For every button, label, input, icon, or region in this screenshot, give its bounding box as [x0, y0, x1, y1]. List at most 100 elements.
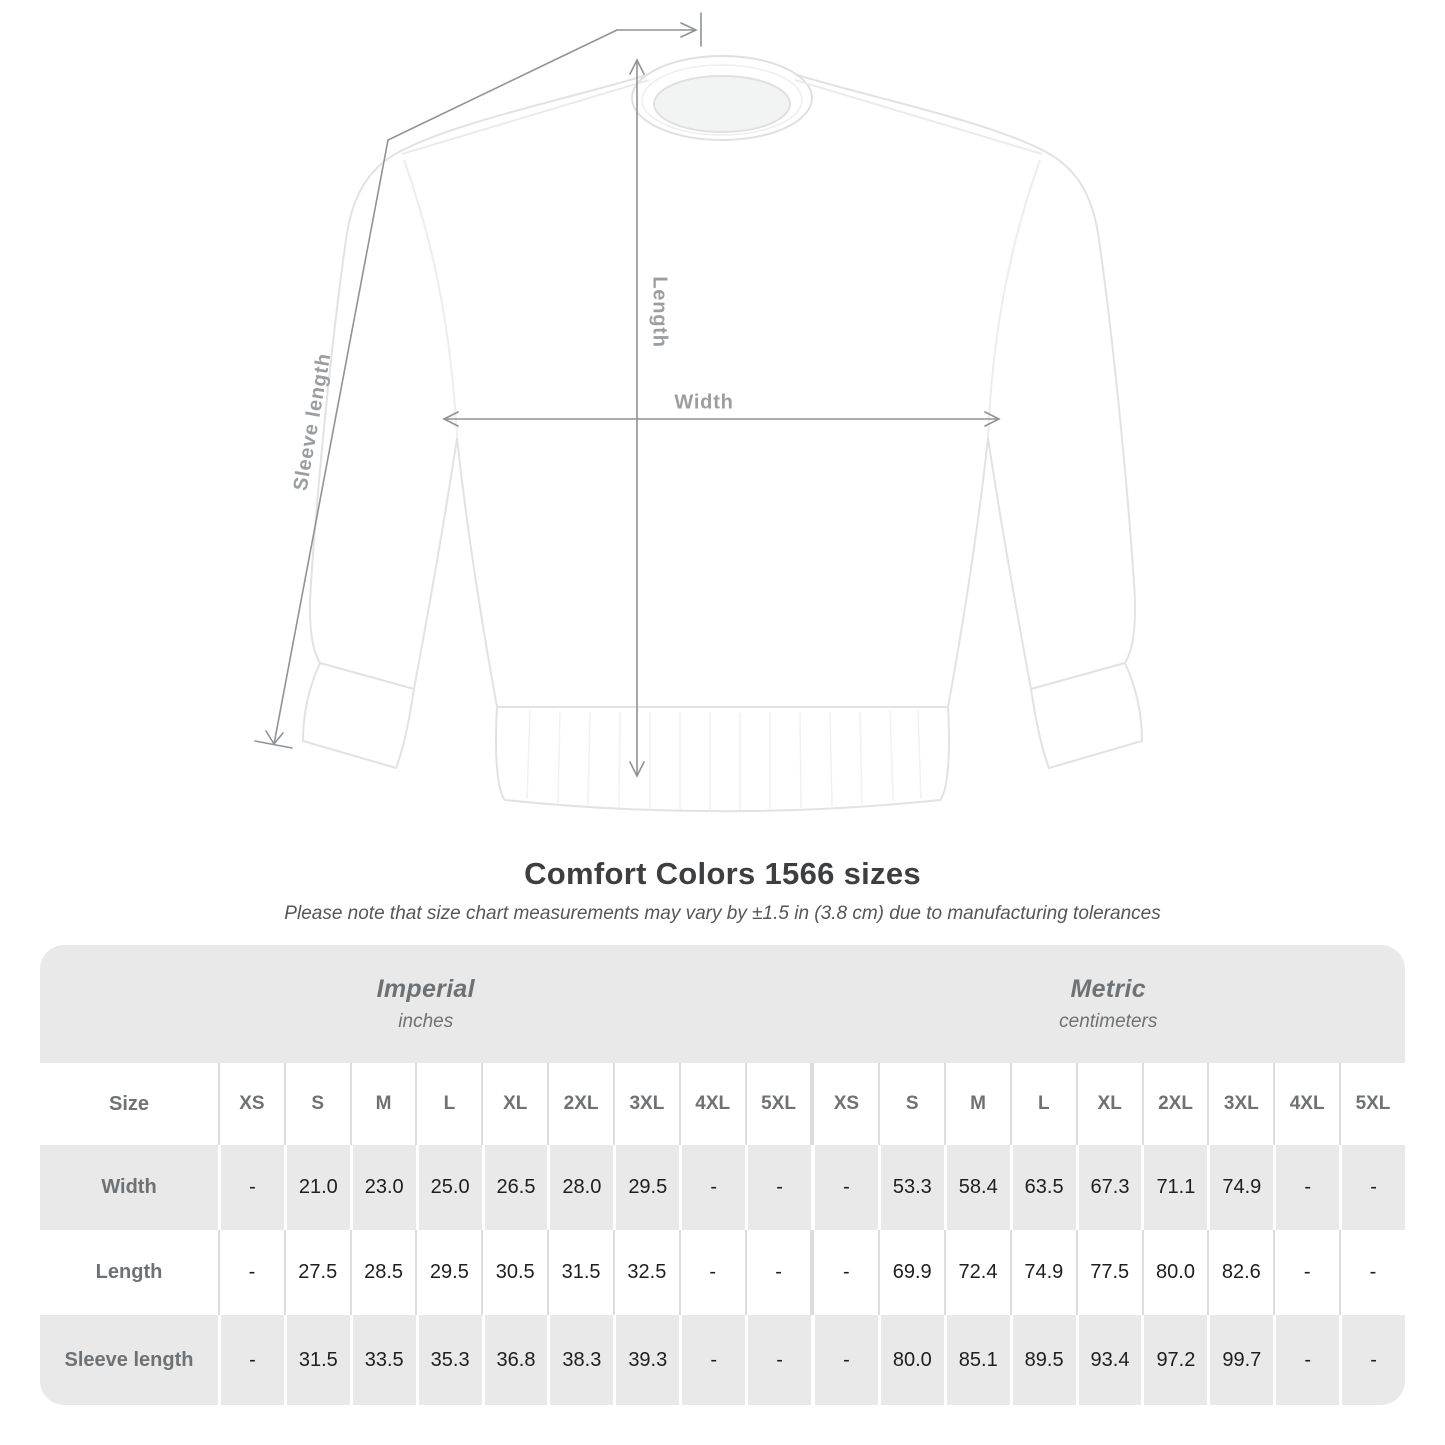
measurement-row-width: Width -21.0 23.0 25.0 26.5 28.0 29.5- - -53.3 58.…	[40, 1145, 1405, 1230]
metric-value: -	[1339, 1315, 1405, 1405]
imperial-value: -	[218, 1145, 284, 1230]
metric-value: 80.0	[877, 1315, 944, 1405]
metric-value: 53.3	[877, 1145, 944, 1230]
size-header-imperial-m: M	[349, 1063, 416, 1145]
tolerance-note: Please note that size chart measurements…	[284, 903, 1161, 924]
size-header-metric-2xl: 2XL	[1141, 1063, 1208, 1145]
metric-value: 69.9	[878, 1230, 944, 1315]
imperial-value: 28.5	[349, 1230, 416, 1315]
sweatshirt-illustration	[254, 12, 1144, 813]
imperial-value: -	[678, 1230, 745, 1315]
imperial-value: 21.0	[283, 1145, 350, 1230]
size-header-metric-5xl: 5XL	[1339, 1063, 1405, 1145]
size-header-metric-3xl: 3XL	[1207, 1063, 1273, 1145]
size-column-header: Size	[108, 1092, 150, 1115]
metric-value: -	[1339, 1145, 1405, 1230]
imperial-value: 38.3	[547, 1315, 613, 1405]
imperial-value: 33.5	[349, 1315, 416, 1405]
imperial-unit: inches	[398, 1011, 454, 1032]
imperial-value: 29.5	[613, 1145, 679, 1230]
imperial-value: -	[745, 1145, 811, 1230]
imperial-value: -	[679, 1315, 745, 1405]
size-header-imperial-xl: XL	[481, 1063, 547, 1145]
imperial-value: 27.5	[283, 1230, 350, 1315]
size-header-imperial-xs: XS	[218, 1063, 284, 1145]
metric-header: Metric centimeters	[812, 945, 1406, 1063]
metric-value: -	[1273, 1315, 1339, 1405]
imperial-value: 26.5	[481, 1145, 548, 1230]
size-header-metric-s: S	[878, 1063, 944, 1145]
imperial-value: 31.5	[547, 1230, 613, 1315]
width-label: Width	[674, 391, 734, 414]
metric-title: Metric	[1070, 975, 1146, 1003]
imperial-value: 30.5	[481, 1230, 547, 1315]
size-header-metric-xs: XS	[810, 1063, 878, 1145]
sweatshirt-diagram: Length Width Sleeve length	[254, 12, 1144, 813]
metric-value: -	[810, 1230, 878, 1315]
imperial-value: 31.5	[283, 1315, 350, 1405]
size-table-rows: Size XS S M L XL 2XL 3XL 4XL 5XL XS S M L XL 2XL 3XL 4XL 5…	[40, 1063, 1405, 1405]
metric-value: 74.9	[1009, 1230, 1076, 1315]
size-header-metric-4xl: 4XL	[1273, 1063, 1339, 1145]
imperial-value: 28.0	[547, 1145, 613, 1230]
size-header-metric-xl: XL	[1075, 1063, 1142, 1145]
size-header-imperial-3xl: 3XL	[612, 1063, 679, 1145]
imperial-value: -	[218, 1230, 284, 1315]
metric-value: 67.3	[1075, 1145, 1142, 1230]
metric-value: 93.4	[1075, 1315, 1142, 1405]
imperial-value: -	[218, 1315, 284, 1405]
length-arrow	[629, 58, 645, 778]
size-header-imperial-2xl: 2XL	[547, 1063, 613, 1145]
metric-unit: centimeters	[1059, 1011, 1158, 1032]
metric-value: 58.4	[943, 1145, 1010, 1230]
measurement-row-sleeve-length: Sleeve length -31.5 33.5 35.3 36.8 38.3 39.3- -…	[40, 1315, 1405, 1405]
width-arrow	[442, 411, 1001, 427]
metric-value: 71.1	[1141, 1145, 1207, 1230]
metric-value: 80.0	[1141, 1230, 1208, 1315]
sweatshirt-body	[301, 55, 1144, 813]
size-header-imperial-4xl: 4XL	[678, 1063, 745, 1145]
measurement-row-length: Length -27.5 28.5 29.5 30.5 31.5 32.5- - -69.9 72…	[40, 1230, 1405, 1315]
page-title: Comfort Colors 1566 sizes	[524, 856, 921, 891]
metric-value: 97.2	[1141, 1315, 1207, 1405]
imperial-title: Imperial	[376, 975, 475, 1003]
imperial-value: 35.3	[415, 1315, 482, 1405]
imperial-value: 32.5	[612, 1230, 679, 1315]
size-header-imperial-5xl: 5XL	[744, 1063, 811, 1145]
imperial-value: -	[679, 1145, 745, 1230]
collar-opening	[654, 76, 790, 132]
units-header-band: Imperial inches Metric centimeters	[40, 945, 1405, 1063]
metric-value: -	[811, 1315, 878, 1405]
imperial-value: 23.0	[349, 1145, 416, 1230]
imperial-value: -	[744, 1230, 811, 1315]
size-header-metric-l: L	[1009, 1063, 1076, 1145]
metric-value: 85.1	[943, 1315, 1010, 1405]
size-header-metric-m: M	[944, 1063, 1010, 1145]
metric-value: 72.4	[944, 1230, 1010, 1315]
size-table: Imperial inches Metric centimeters Size X…	[40, 945, 1405, 1405]
metric-value: 82.6	[1207, 1230, 1273, 1315]
metric-value: -	[1273, 1230, 1339, 1315]
metric-value: 63.5	[1009, 1145, 1076, 1230]
imperial-value: -	[745, 1315, 811, 1405]
row-label: Sleeve length	[64, 1348, 194, 1371]
imperial-value: 29.5	[415, 1230, 481, 1315]
imperial-value: 36.8	[481, 1315, 548, 1405]
imperial-value: 25.0	[415, 1145, 482, 1230]
metric-value: -	[811, 1145, 878, 1230]
metric-value: 99.7	[1207, 1315, 1273, 1405]
metric-value: 89.5	[1009, 1315, 1076, 1405]
size-header-imperial-l: L	[415, 1063, 481, 1145]
imperial-header: Imperial inches	[40, 945, 812, 1063]
metric-value: -	[1273, 1145, 1339, 1230]
size-header-row: Size XS S M L XL 2XL 3XL 4XL 5XL XS S M L XL 2XL 3XL 4XL 5…	[40, 1063, 1405, 1145]
imperial-value: 39.3	[613, 1315, 679, 1405]
size-header-imperial-s: S	[283, 1063, 350, 1145]
row-label: Length	[95, 1261, 163, 1283]
row-label: Width	[101, 1176, 157, 1198]
length-label: Length	[648, 276, 671, 348]
metric-value: 77.5	[1075, 1230, 1142, 1315]
metric-value: 74.9	[1207, 1145, 1273, 1230]
metric-value: -	[1339, 1230, 1405, 1315]
